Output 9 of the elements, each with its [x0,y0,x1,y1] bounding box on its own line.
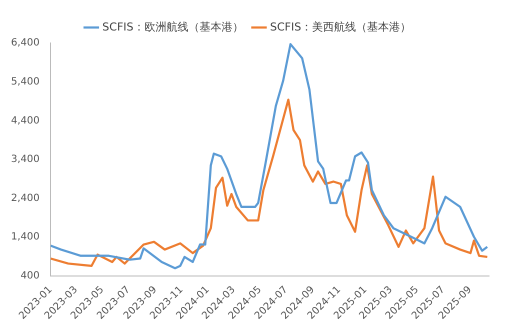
y-tick-label: 6,400 [10,38,40,49]
y-tick-label: 4,400 [10,115,40,126]
y-tick-label: 400 [20,270,40,282]
y-tick-label: 1,400 [10,232,40,243]
legend-label: SCFIS：美西航线（基本港） [270,20,412,34]
y-tick-label: 3,400 [10,154,40,166]
y-tick-label: 2,400 [10,192,40,204]
legend-label: SCFIS：欧洲航线（基本港） [102,20,244,34]
y-tick-label: 5,400 [10,76,40,88]
